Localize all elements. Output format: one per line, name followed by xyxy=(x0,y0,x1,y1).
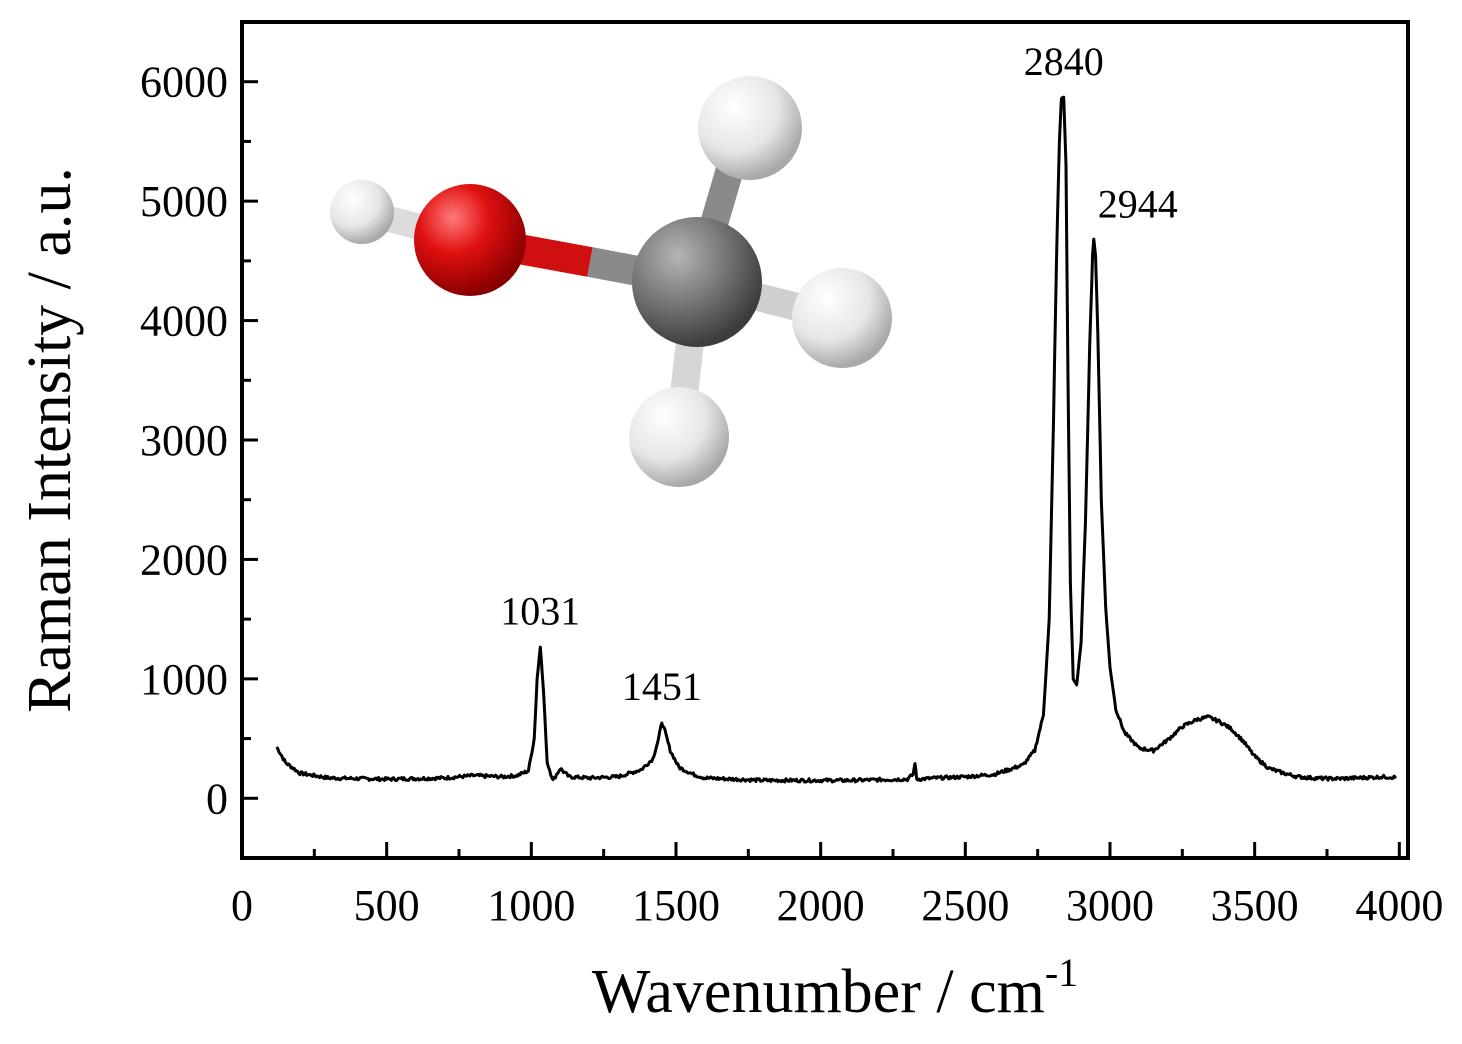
peak-annotations: 1031 1451 2840 2944 xyxy=(500,39,1177,709)
peak-label: 1451 xyxy=(622,664,702,709)
peak-label: 1031 xyxy=(500,589,580,634)
hydrogen-atom xyxy=(629,387,729,487)
y-tick-label: 0 xyxy=(206,774,228,823)
y-tick-label: 1000 xyxy=(140,655,228,704)
x-tick-label: 1500 xyxy=(632,881,720,930)
oxygen-atom xyxy=(414,184,526,296)
y-axis-title: Raman Intensity / a.u. xyxy=(16,167,84,713)
x-tick-label: 3500 xyxy=(1211,881,1299,930)
y-tick-label: 2000 xyxy=(140,535,228,584)
hydrogen-atom xyxy=(792,268,892,368)
x-tick-label: 500 xyxy=(354,881,420,930)
x-tick-label: 0 xyxy=(231,881,253,930)
methanol-molecule-illustration xyxy=(330,76,892,487)
x-axis-title: Wavenumber / cm-1 xyxy=(592,950,1078,1026)
y-tick-label: 4000 xyxy=(140,297,228,346)
x-tick-label: 2000 xyxy=(777,881,865,930)
hydrogen-atom xyxy=(698,76,802,180)
x-tick-label: 3000 xyxy=(1066,881,1154,930)
x-axis-title-superscript: -1 xyxy=(1045,950,1078,995)
spectrum-line xyxy=(275,95,1397,784)
axis-ticks xyxy=(240,20,1401,860)
x-tick-label: 2500 xyxy=(921,881,1009,930)
y-tick-label: 3000 xyxy=(140,416,228,465)
x-tick-label: 4000 xyxy=(1355,881,1443,930)
carbon-atom xyxy=(632,217,762,347)
peak-label: 2944 xyxy=(1098,181,1178,226)
series-layer xyxy=(275,95,1397,784)
y-tick-label: 6000 xyxy=(140,58,228,107)
hydrogen-atom xyxy=(330,180,394,244)
y-tick-label: 5000 xyxy=(140,177,228,226)
x-tick-label: 1000 xyxy=(487,881,575,930)
peak-label: 2840 xyxy=(1024,39,1104,84)
tick-labels: 0 500 1000 1500 2000 2500 3000 3500 4000 0 1000 200… xyxy=(140,58,1443,930)
x-axis-title-main: Wavenumber / cm xyxy=(592,958,1045,1026)
plot-frame xyxy=(240,20,1410,860)
